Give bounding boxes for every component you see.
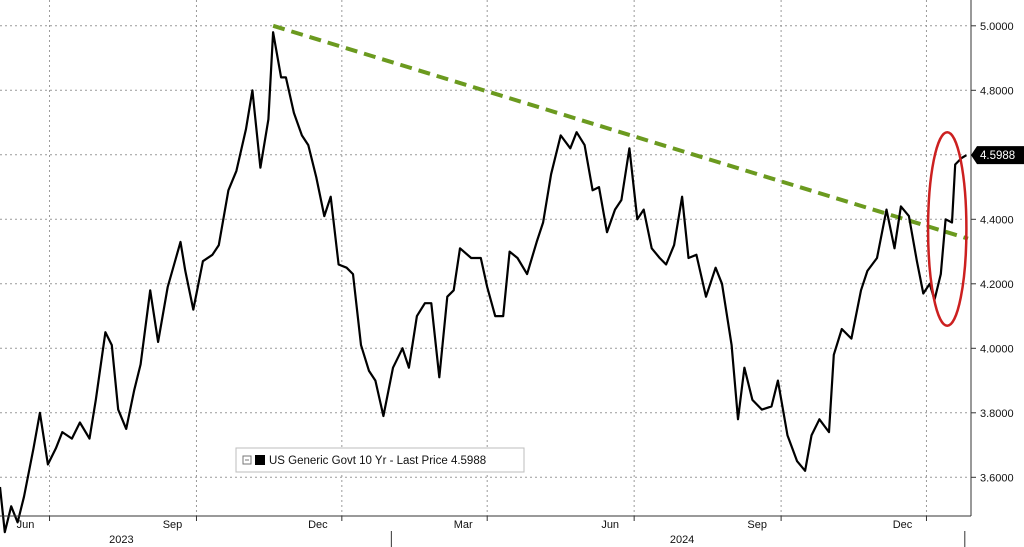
x-tick-label: Jun	[601, 519, 619, 531]
x-tick-label: Sep	[163, 519, 183, 531]
last-price-tag: 4.5988	[971, 146, 1024, 165]
x-tick-label: Dec	[893, 519, 913, 531]
x-year-label: 2024	[670, 534, 694, 546]
series-line	[0, 31, 967, 534]
legend-box	[235, 447, 525, 473]
y-tick-label: 4.4000	[980, 214, 1014, 226]
last-price-label: 4.5988	[980, 150, 1015, 162]
trendline-layer	[272, 23, 969, 241]
trendline-dashed	[272, 23, 969, 241]
x-tick-label: Mar	[454, 519, 473, 531]
x-tick-label: Jun	[17, 519, 35, 531]
highlight-ellipse	[926, 130, 968, 327]
y-tick-label: 4.0000	[980, 343, 1014, 355]
x-tick-label: Dec	[308, 519, 328, 531]
grid-layer	[0, 0, 968, 516]
y-tick-label: 3.8000	[980, 408, 1014, 420]
series-layer	[0, 31, 967, 534]
x-tick-label: Sep	[747, 519, 767, 531]
y-tick-label: 4.2000	[980, 279, 1014, 291]
y-tick-label: 5.0000	[980, 21, 1014, 33]
legend-label: US Generic Govt 10 Yr - Last Price 4.598…	[269, 455, 486, 467]
legend-swatch	[255, 455, 265, 465]
legend: US Generic Govt 10 Yr - Last Price 4.598…	[235, 447, 525, 473]
y-tick-label: 3.6000	[980, 472, 1014, 484]
last-price-tag-bg	[971, 146, 1024, 165]
x-year-label: 2023	[109, 534, 133, 546]
y-tick-label: 4.8000	[980, 85, 1014, 97]
annotation-layer	[926, 130, 968, 327]
